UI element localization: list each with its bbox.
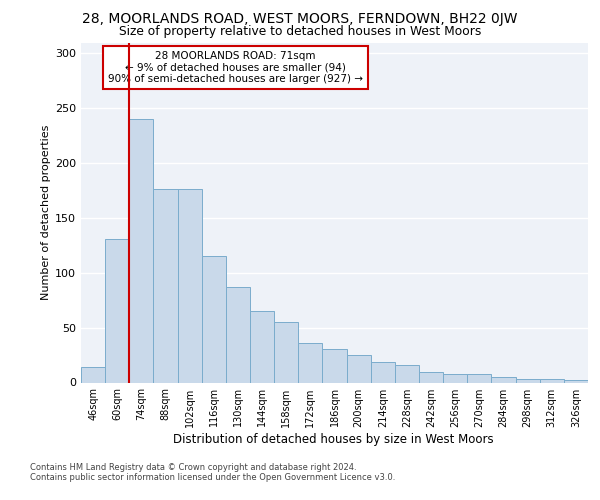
Text: Contains HM Land Registry data © Crown copyright and database right 2024.: Contains HM Land Registry data © Crown c… [30, 462, 356, 471]
Bar [540, 379, 564, 382]
Text: Size of property relative to detached houses in West Moors: Size of property relative to detached ho… [119, 25, 481, 38]
Bar [226, 287, 250, 382]
Text: Contains public sector information licensed under the Open Government Licence v3: Contains public sector information licen… [30, 472, 395, 482]
Bar [347, 355, 371, 382]
Text: 28 MOORLANDS ROAD: 71sqm
← 9% of detached houses are smaller (94)
90% of semi-de: 28 MOORLANDS ROAD: 71sqm ← 9% of detache… [108, 51, 363, 84]
Bar [322, 348, 347, 382]
Bar [371, 362, 395, 382]
Bar [298, 343, 322, 382]
Bar [395, 365, 419, 382]
Bar [274, 322, 298, 382]
Bar [81, 367, 105, 382]
Bar [419, 372, 443, 382]
Text: Distribution of detached houses by size in West Moors: Distribution of detached houses by size … [173, 432, 493, 446]
Bar [467, 374, 491, 382]
Bar [515, 379, 540, 382]
Bar [105, 239, 129, 382]
Bar [129, 120, 154, 382]
Bar [443, 374, 467, 382]
Bar [202, 256, 226, 382]
Bar [178, 190, 202, 382]
Text: 28, MOORLANDS ROAD, WEST MOORS, FERNDOWN, BH22 0JW: 28, MOORLANDS ROAD, WEST MOORS, FERNDOWN… [82, 12, 518, 26]
Bar [250, 311, 274, 382]
Bar [491, 377, 515, 382]
Bar [564, 380, 588, 382]
Y-axis label: Number of detached properties: Number of detached properties [41, 125, 51, 300]
Bar [154, 190, 178, 382]
